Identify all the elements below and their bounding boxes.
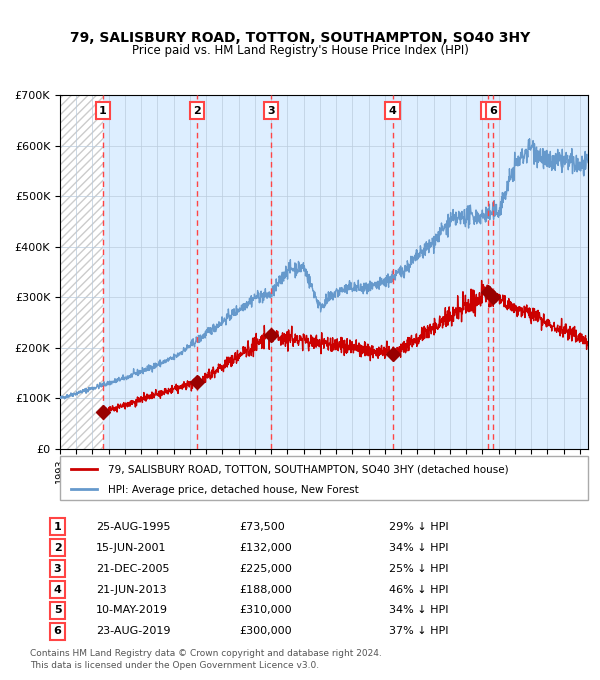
Text: 23-AUG-2019: 23-AUG-2019	[96, 626, 171, 636]
Text: 29% ↓ HPI: 29% ↓ HPI	[389, 522, 448, 532]
Text: 6: 6	[53, 626, 62, 636]
Text: 3: 3	[54, 564, 61, 574]
Text: 1: 1	[99, 106, 107, 116]
Text: £310,000: £310,000	[240, 605, 292, 615]
Text: £132,000: £132,000	[240, 543, 293, 553]
Text: 79, SALISBURY ROAD, TOTTON, SOUTHAMPTON, SO40 3HY (detached house): 79, SALISBURY ROAD, TOTTON, SOUTHAMPTON,…	[107, 464, 508, 475]
Text: 1: 1	[54, 522, 61, 532]
Text: £73,500: £73,500	[240, 522, 286, 532]
Text: £225,000: £225,000	[240, 564, 293, 574]
Text: 10-MAY-2019: 10-MAY-2019	[96, 605, 168, 615]
Text: 25% ↓ HPI: 25% ↓ HPI	[389, 564, 448, 574]
Text: 21-JUN-2013: 21-JUN-2013	[96, 585, 167, 594]
Text: 2: 2	[54, 543, 61, 553]
Bar	[60, 95, 103, 449]
Text: 25-AUG-1995: 25-AUG-1995	[96, 522, 171, 532]
Text: 34% ↓ HPI: 34% ↓ HPI	[389, 605, 448, 615]
Text: HPI: Average price, detached house, New Forest: HPI: Average price, detached house, New …	[107, 485, 358, 494]
Text: 4: 4	[53, 585, 62, 594]
Text: 37% ↓ HPI: 37% ↓ HPI	[389, 626, 448, 636]
Text: 15-JUN-2001: 15-JUN-2001	[96, 543, 167, 553]
Text: Price paid vs. HM Land Registry's House Price Index (HPI): Price paid vs. HM Land Registry's House …	[131, 44, 469, 57]
Text: Contains HM Land Registry data © Crown copyright and database right 2024.: Contains HM Land Registry data © Crown c…	[30, 649, 382, 658]
Text: 3: 3	[267, 106, 275, 116]
Text: 5: 5	[484, 106, 492, 116]
Text: £188,000: £188,000	[240, 585, 293, 594]
Text: 6: 6	[489, 106, 497, 116]
Text: 5: 5	[54, 605, 61, 615]
Text: 4: 4	[389, 106, 397, 116]
Text: This data is licensed under the Open Government Licence v3.0.: This data is licensed under the Open Gov…	[30, 661, 319, 670]
FancyBboxPatch shape	[60, 456, 588, 500]
Text: 21-DEC-2005: 21-DEC-2005	[96, 564, 170, 574]
Text: 2: 2	[193, 106, 201, 116]
Text: 46% ↓ HPI: 46% ↓ HPI	[389, 585, 448, 594]
Text: £300,000: £300,000	[240, 626, 292, 636]
Text: 79, SALISBURY ROAD, TOTTON, SOUTHAMPTON, SO40 3HY: 79, SALISBURY ROAD, TOTTON, SOUTHAMPTON,…	[70, 31, 530, 45]
Text: 34% ↓ HPI: 34% ↓ HPI	[389, 543, 448, 553]
